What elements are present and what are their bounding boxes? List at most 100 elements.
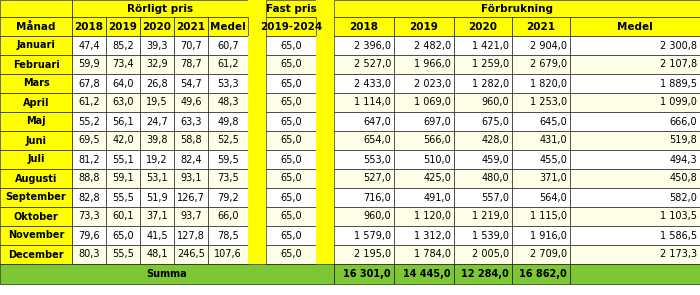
- Text: 65,0: 65,0: [280, 135, 302, 145]
- Text: 81,2: 81,2: [78, 155, 100, 165]
- Text: 52,5: 52,5: [217, 135, 239, 145]
- Bar: [394, 188, 454, 207]
- Bar: [266, 245, 316, 264]
- Text: April: April: [22, 98, 49, 107]
- Bar: [0, 169, 72, 188]
- Text: 48,3: 48,3: [217, 98, 239, 107]
- Bar: [512, 112, 570, 131]
- Text: Medel: Medel: [617, 22, 653, 32]
- Text: 1 586,5: 1 586,5: [660, 230, 697, 240]
- Bar: [106, 112, 140, 131]
- Text: 1 784,0: 1 784,0: [414, 250, 451, 260]
- Text: 59,5: 59,5: [217, 155, 239, 165]
- Text: 16 862,0: 16 862,0: [519, 269, 567, 279]
- Text: 1 115,0: 1 115,0: [530, 212, 567, 222]
- Text: 2021: 2021: [176, 22, 206, 32]
- Bar: [454, 36, 512, 55]
- Bar: [266, 112, 316, 131]
- Bar: [248, 17, 266, 36]
- Bar: [72, 150, 106, 169]
- Bar: [248, 169, 266, 188]
- Text: 1 259,0: 1 259,0: [472, 60, 509, 70]
- Bar: [0, 226, 72, 245]
- Text: 65,0: 65,0: [280, 193, 302, 202]
- Text: 14 445,0: 14 445,0: [403, 269, 451, 279]
- Bar: [248, 112, 266, 131]
- Bar: [570, 131, 700, 150]
- Bar: [266, 131, 316, 150]
- Bar: [208, 188, 248, 207]
- Bar: [316, 93, 334, 112]
- Text: September: September: [6, 193, 66, 202]
- Bar: [394, 245, 454, 264]
- Text: 428,0: 428,0: [482, 135, 509, 145]
- Text: 67,8: 67,8: [78, 78, 100, 88]
- Text: 2 527,0: 2 527,0: [354, 60, 391, 70]
- Bar: [140, 36, 174, 55]
- Text: 55,5: 55,5: [112, 250, 134, 260]
- Bar: [248, 226, 266, 245]
- Text: 2021: 2021: [526, 22, 556, 32]
- Bar: [454, 226, 512, 245]
- Bar: [208, 169, 248, 188]
- Bar: [512, 17, 570, 36]
- Bar: [174, 131, 208, 150]
- Text: 55,1: 55,1: [112, 155, 134, 165]
- Text: 557,0: 557,0: [481, 193, 509, 202]
- Bar: [512, 207, 570, 226]
- Text: 647,0: 647,0: [363, 117, 391, 127]
- Bar: [72, 188, 106, 207]
- Bar: [334, 150, 394, 169]
- Text: 93,7: 93,7: [180, 212, 202, 222]
- Bar: [174, 17, 208, 36]
- Text: 566,0: 566,0: [424, 135, 451, 145]
- Bar: [0, 207, 72, 226]
- Text: 1 539,0: 1 539,0: [472, 230, 509, 240]
- Bar: [248, 131, 266, 150]
- Text: 63,0: 63,0: [112, 98, 134, 107]
- Bar: [512, 36, 570, 55]
- Bar: [334, 169, 394, 188]
- Bar: [266, 0, 316, 17]
- Bar: [208, 226, 248, 245]
- Text: 93,1: 93,1: [181, 173, 202, 183]
- Text: 26,8: 26,8: [146, 78, 168, 88]
- Text: 459,0: 459,0: [482, 155, 509, 165]
- Bar: [266, 55, 316, 74]
- Text: 2019: 2019: [410, 22, 438, 32]
- Text: 1 219,0: 1 219,0: [472, 212, 509, 222]
- Bar: [106, 74, 140, 93]
- Bar: [0, 55, 72, 74]
- Bar: [106, 169, 140, 188]
- Text: 59,1: 59,1: [112, 173, 134, 183]
- Text: 1 312,0: 1 312,0: [414, 230, 451, 240]
- Bar: [0, 188, 72, 207]
- Text: Mars: Mars: [22, 78, 50, 88]
- Bar: [72, 0, 248, 17]
- Bar: [0, 150, 72, 169]
- Bar: [266, 17, 316, 36]
- Text: 66,0: 66,0: [217, 212, 239, 222]
- Text: 60,1: 60,1: [112, 212, 134, 222]
- Text: 48,1: 48,1: [146, 250, 168, 260]
- Text: 65,0: 65,0: [280, 173, 302, 183]
- Text: 519,8: 519,8: [669, 135, 697, 145]
- Bar: [266, 188, 316, 207]
- Bar: [174, 36, 208, 55]
- Bar: [316, 112, 334, 131]
- Text: 1 421,0: 1 421,0: [472, 40, 509, 50]
- Bar: [334, 17, 394, 36]
- Text: 49,8: 49,8: [217, 117, 239, 127]
- Text: 69,5: 69,5: [78, 135, 100, 145]
- Bar: [570, 112, 700, 131]
- Bar: [174, 207, 208, 226]
- Bar: [106, 207, 140, 226]
- Text: Februari: Februari: [13, 60, 60, 70]
- Bar: [248, 74, 266, 93]
- Text: 1 820,0: 1 820,0: [530, 78, 567, 88]
- Text: 2 433,0: 2 433,0: [354, 78, 391, 88]
- Bar: [140, 188, 174, 207]
- Bar: [140, 169, 174, 188]
- Text: Förbrukning: Förbrukning: [481, 4, 553, 14]
- Text: 63,3: 63,3: [181, 117, 202, 127]
